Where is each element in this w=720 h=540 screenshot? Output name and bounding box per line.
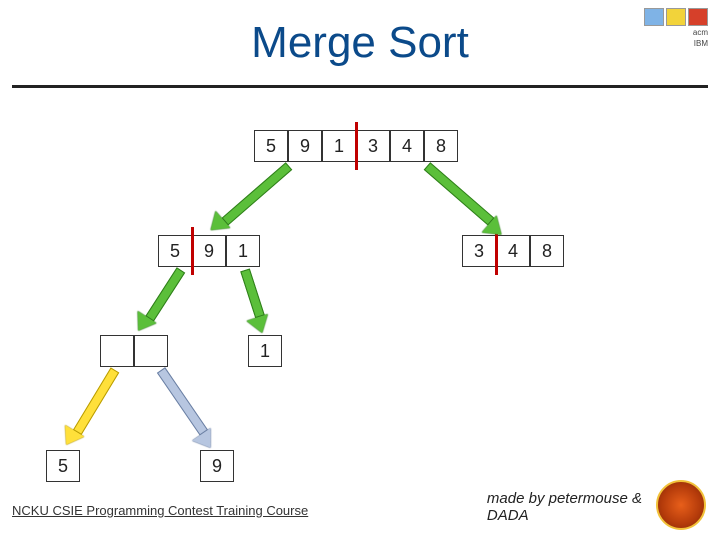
logo-acm: acm xyxy=(693,28,708,37)
split-separator xyxy=(355,122,358,170)
logo-square xyxy=(666,8,686,26)
array-cell: 5 xyxy=(158,235,192,267)
array-cell: 9 xyxy=(192,235,226,267)
split-arrow xyxy=(422,160,508,238)
logo-ibm: IBM xyxy=(694,39,708,48)
split-arrow xyxy=(134,266,187,337)
split-arrow xyxy=(208,160,294,238)
array-cell: 1 xyxy=(248,335,282,367)
split-arrow xyxy=(62,366,122,450)
credit-text: made by petermouse & DADA xyxy=(487,490,642,525)
logo-square xyxy=(688,8,708,26)
credit-line-1: made by petermouse & xyxy=(487,490,642,507)
logo-square xyxy=(644,8,664,26)
array-cell: 1 xyxy=(322,130,356,162)
array-cell: 8 xyxy=(424,130,458,162)
logo-squares xyxy=(644,8,708,26)
array-cell: 3 xyxy=(356,130,390,162)
split-separator xyxy=(191,227,194,275)
array-cell: 8 xyxy=(530,235,564,267)
array-cell: 9 xyxy=(200,450,234,482)
array-cell: 5 xyxy=(46,450,80,482)
university-seal-icon xyxy=(656,480,706,530)
credit-line-2: DADA xyxy=(487,507,529,524)
array-cell: 4 xyxy=(496,235,530,267)
title-underline xyxy=(12,85,708,88)
array-cell: 4 xyxy=(390,130,424,162)
page-title: Merge Sort xyxy=(0,18,720,68)
array-cell: 9 xyxy=(288,130,322,162)
footer-text: NCKU CSIE Programming Contest Training C… xyxy=(12,503,308,518)
array-cell xyxy=(134,335,168,367)
array-cell: 5 xyxy=(254,130,288,162)
split-arrow xyxy=(237,268,272,335)
array-cell: 1 xyxy=(226,235,260,267)
corner-logos: acm IBM xyxy=(644,8,708,48)
array-cell xyxy=(100,335,134,367)
split-arrow xyxy=(154,365,219,450)
